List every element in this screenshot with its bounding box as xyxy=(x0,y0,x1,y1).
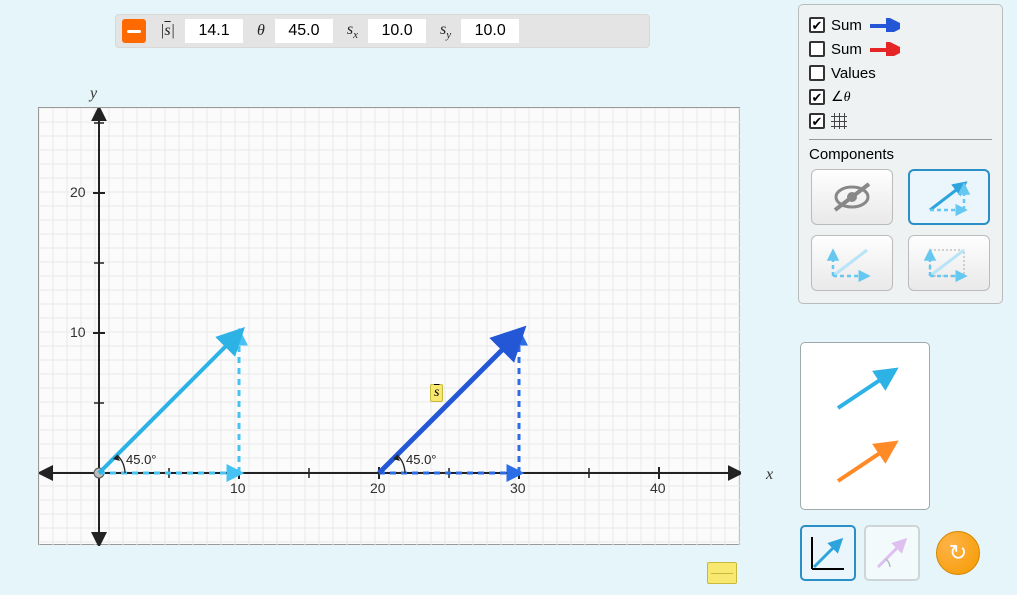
x-tick-30: 30 xyxy=(510,480,526,496)
option-sum_red: Sum xyxy=(809,37,992,61)
panel-divider xyxy=(809,139,992,140)
eraser-button[interactable] xyxy=(707,562,737,584)
grid-icon xyxy=(831,113,847,129)
magnitude-label: |s| xyxy=(152,22,179,40)
mode-buttons: ↻ xyxy=(800,525,980,581)
components-title: Components xyxy=(809,146,992,163)
palette-vector-a[interactable] xyxy=(820,360,910,420)
option-grid xyxy=(809,109,992,133)
sy-label: sy xyxy=(432,21,455,41)
angle-label-a: 45.0° xyxy=(126,452,157,467)
y-tick-10: 10 xyxy=(70,324,86,340)
component-style-1[interactable] xyxy=(908,169,990,225)
checkbox-sum_red[interactable] xyxy=(809,41,825,57)
theta-input[interactable] xyxy=(275,19,333,43)
palette-vector-b[interactable] xyxy=(820,433,910,493)
checkbox-grid[interactable] xyxy=(809,113,825,129)
sx-label: sx xyxy=(339,21,362,41)
sx-input[interactable] xyxy=(368,19,426,43)
vector-readout-bar: |s| θ sx sy xyxy=(115,14,650,48)
checkbox-sum_blue[interactable] xyxy=(809,17,825,33)
x-axis-label: x xyxy=(766,466,773,484)
magnitude-input[interactable] xyxy=(185,19,243,43)
mode-cartesian[interactable] xyxy=(800,525,856,581)
component-style-0[interactable] xyxy=(811,169,893,225)
vector-badge-s[interactable]: s xyxy=(430,384,443,402)
angle-icon: ∠θ xyxy=(831,89,850,106)
reset-button[interactable]: ↻ xyxy=(936,531,980,575)
y-axis-label: y xyxy=(90,85,97,103)
x-tick-10: 10 xyxy=(230,480,246,496)
graph-svg xyxy=(39,108,741,546)
arrow-icon xyxy=(868,42,900,56)
label-sum_blue: Sum xyxy=(831,17,862,34)
label-values: Values xyxy=(831,65,876,82)
component-style-2[interactable] xyxy=(811,235,893,291)
checkbox-angle[interactable] xyxy=(809,89,825,105)
checkbox-values[interactable] xyxy=(809,65,825,81)
option-sum_blue: Sum xyxy=(809,13,992,37)
option-angle: ∠θ xyxy=(809,85,992,109)
vector-palette xyxy=(800,342,930,510)
y-tick-20: 20 xyxy=(70,184,86,200)
angle-label-s: 45.0° xyxy=(406,452,437,467)
label-sum_red: Sum xyxy=(831,41,862,58)
x-tick-20: 20 xyxy=(370,480,386,496)
option-values: Values xyxy=(809,61,992,85)
options-panel: Sum Sum Values ∠θ Components xyxy=(798,4,1003,304)
arrow-icon xyxy=(868,18,900,32)
graph-area[interactable] xyxy=(38,107,740,545)
remove-vector-button[interactable] xyxy=(122,19,146,43)
theta-label: θ xyxy=(249,22,269,40)
x-tick-40: 40 xyxy=(650,480,666,496)
components-grid xyxy=(809,169,992,291)
mode-polar[interactable] xyxy=(864,525,920,581)
component-style-3[interactable] xyxy=(908,235,990,291)
sy-input[interactable] xyxy=(461,19,519,43)
